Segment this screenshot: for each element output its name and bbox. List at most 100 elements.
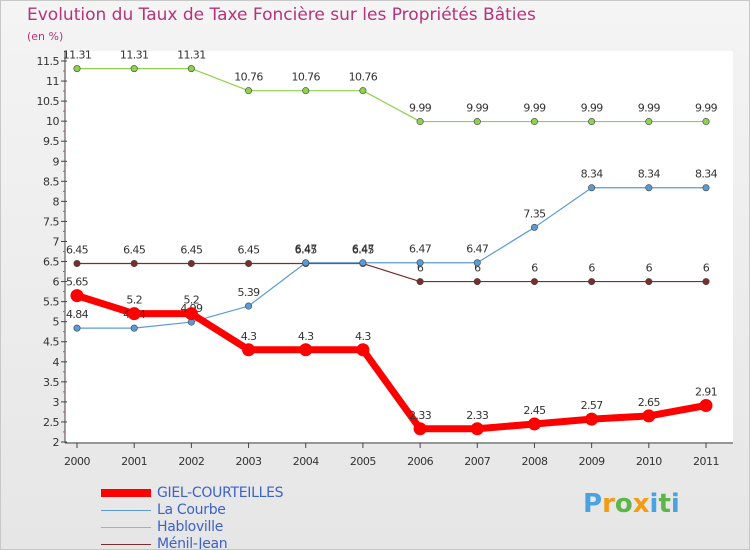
logo-letter: x [632, 489, 650, 519]
data-point [130, 260, 138, 268]
data-label: 5.65 [66, 276, 89, 289]
logo-letter: i [670, 489, 680, 519]
x-tick-label: 2003 [236, 455, 262, 468]
y-tick-label: 8.5 [43, 175, 59, 188]
data-point [527, 417, 541, 431]
y-tick-label: 2.5 [43, 416, 59, 429]
data-point [585, 412, 599, 426]
data-point [302, 87, 310, 95]
y-tick-label: 6 [53, 276, 60, 289]
data-label: 6 [474, 262, 481, 275]
data-point [470, 422, 484, 436]
data-point [645, 184, 653, 192]
data-label: 9.99 [523, 102, 546, 115]
data-label: 4.3 [241, 330, 257, 343]
x-tick-label: 2007 [464, 455, 490, 468]
data-label: 2.65 [638, 396, 661, 409]
data-point [588, 278, 596, 286]
logo-letter: t [658, 489, 671, 519]
legend-label: Ménil-Jean [157, 536, 228, 550]
x-tick-label: 2001 [121, 455, 147, 468]
data-label: 11.31 [63, 49, 92, 62]
data-point [413, 422, 427, 436]
legend-swatch [101, 544, 151, 545]
legend-label: GIEL-COURTEILLES [157, 485, 284, 501]
series-line-m-nil-jean [77, 262, 706, 283]
data-label: 4.84 [66, 308, 89, 321]
data-point [473, 259, 481, 267]
data-label: 6.45 [66, 244, 89, 257]
x-tick-label: 2004 [293, 455, 319, 468]
data-label: 10.76 [349, 71, 378, 84]
data-point [73, 324, 81, 332]
x-tick-label: 2008 [521, 455, 547, 468]
data-point [416, 259, 424, 267]
y-tick-label: 4.5 [43, 336, 59, 349]
y-tick-label: 8 [53, 195, 60, 208]
data-label: 6 [417, 262, 424, 275]
data-label: 2.33 [466, 409, 489, 422]
data-label: 8.34 [638, 168, 661, 181]
y-tick-label: 2 [53, 436, 60, 449]
data-label: 6.47 [409, 243, 432, 256]
y-tick-label: 9 [53, 155, 60, 168]
data-label: 2.91 [695, 386, 717, 399]
data-point [245, 302, 253, 310]
data-point [642, 409, 656, 423]
data-label: 11.31 [120, 49, 149, 62]
data-point [130, 65, 138, 73]
data-point [702, 184, 710, 192]
data-label: 5.2 [126, 294, 142, 307]
data-label: 10.76 [291, 71, 320, 84]
data-label: 6.45 [352, 244, 375, 257]
y-tick-label: 7.5 [43, 215, 59, 228]
data-point [359, 259, 367, 267]
series-line-la-courbe [77, 187, 706, 329]
plot-area [65, 51, 733, 442]
legend-label: Habloville [157, 519, 224, 535]
data-point [187, 65, 195, 73]
logo-letter: o [614, 489, 633, 519]
y-tick-label: 5.5 [43, 296, 59, 309]
data-label: 2.45 [523, 404, 546, 417]
data-point [473, 118, 481, 126]
data-point [127, 307, 141, 321]
data-label: 2.57 [581, 399, 604, 412]
x-tick-label: 2006 [407, 455, 433, 468]
data-label: 9.99 [409, 102, 432, 115]
y-tick-label: 7 [53, 235, 60, 248]
y-tick-label: 11.5 [37, 55, 60, 68]
y-tick-label: 10.5 [37, 95, 60, 108]
data-label: 9.99 [695, 102, 718, 115]
data-label: 6.45 [123, 244, 146, 257]
x-tick-label: 2002 [178, 455, 204, 468]
y-tick-label: 3.5 [43, 376, 59, 389]
data-point [645, 278, 653, 286]
series-line-giel-courteilles [75, 292, 707, 433]
data-label: 7.35 [523, 207, 546, 220]
legend-label: La Courbe [157, 502, 226, 518]
data-label: 8.34 [581, 168, 604, 181]
data-point [530, 278, 538, 286]
x-tick-label: 2011 [693, 455, 719, 468]
proxiti-logo: Proxiti [583, 489, 680, 519]
y-tick-label: 10 [46, 115, 59, 128]
data-point [245, 260, 253, 268]
data-label: 11.31 [177, 49, 206, 62]
data-point [242, 343, 256, 357]
data-point [302, 259, 310, 267]
data-point [530, 118, 538, 126]
legend-swatch [101, 510, 151, 511]
x-tick-label: 2009 [579, 455, 605, 468]
data-point [73, 260, 81, 268]
y-tick-label: 3 [53, 396, 60, 409]
data-label: 6 [531, 262, 538, 275]
data-point [299, 343, 313, 357]
data-label: 2.33 [409, 409, 432, 422]
data-point [187, 260, 195, 268]
x-tick-label: 2000 [64, 455, 90, 468]
data-label: 6.47 [295, 243, 318, 256]
data-label: 6.47 [352, 243, 375, 256]
y-tick-label: 9.5 [43, 135, 59, 148]
